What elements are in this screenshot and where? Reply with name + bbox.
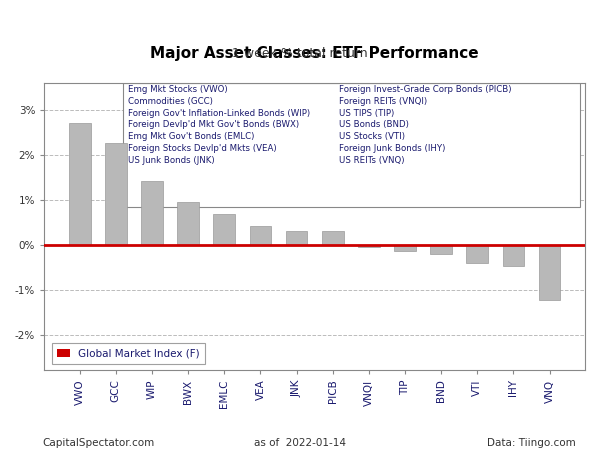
Bar: [503, 245, 524, 266]
Bar: [177, 202, 199, 245]
FancyBboxPatch shape: [122, 84, 580, 207]
Text: Emg Mkt Stocks (VWO)
Commodities (GCC)
Foreign Gov't Inflation-Linked Bonds (WIP: Emg Mkt Stocks (VWO) Commodities (GCC) F…: [128, 85, 310, 165]
Title: Major Asset Classes: ETF Performance: Major Asset Classes: ETF Performance: [151, 46, 479, 62]
Bar: [539, 245, 560, 300]
Text: Foreign Invest-Grade Corp Bonds (PICB)
Foreign REITs (VNQI)
US TIPS (TIP)
US Bon: Foreign Invest-Grade Corp Bonds (PICB) F…: [339, 85, 511, 165]
Text: as of  2022-01-14: as of 2022-01-14: [254, 438, 346, 448]
Bar: [430, 245, 452, 254]
Bar: [69, 123, 91, 245]
Bar: [105, 143, 127, 245]
Text: Data: Tiingo.com: Data: Tiingo.com: [487, 438, 576, 448]
Bar: [214, 215, 235, 245]
Bar: [394, 245, 416, 251]
Bar: [466, 245, 488, 263]
Bar: [322, 231, 344, 245]
Bar: [141, 181, 163, 245]
Bar: [250, 226, 271, 245]
Bar: [358, 245, 380, 247]
Text: CapitalSpectator.com: CapitalSpectator.com: [42, 438, 154, 448]
Bar: [286, 230, 307, 245]
Legend: Global Market Index (F): Global Market Index (F): [52, 343, 205, 364]
Text: 1 week % total return: 1 week % total return: [232, 47, 368, 60]
